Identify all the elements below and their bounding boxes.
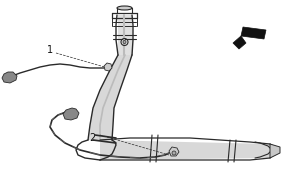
Text: 2: 2 [89, 133, 95, 143]
Polygon shape [118, 15, 133, 55]
Ellipse shape [117, 6, 132, 10]
Polygon shape [241, 27, 266, 39]
Polygon shape [270, 144, 280, 158]
Circle shape [172, 151, 176, 155]
Polygon shape [63, 108, 79, 120]
Polygon shape [169, 147, 179, 156]
Polygon shape [2, 72, 17, 83]
Polygon shape [104, 63, 112, 71]
Polygon shape [233, 36, 246, 49]
Circle shape [123, 41, 126, 43]
Polygon shape [88, 55, 132, 140]
Text: 1: 1 [47, 45, 53, 55]
Polygon shape [100, 140, 270, 160]
